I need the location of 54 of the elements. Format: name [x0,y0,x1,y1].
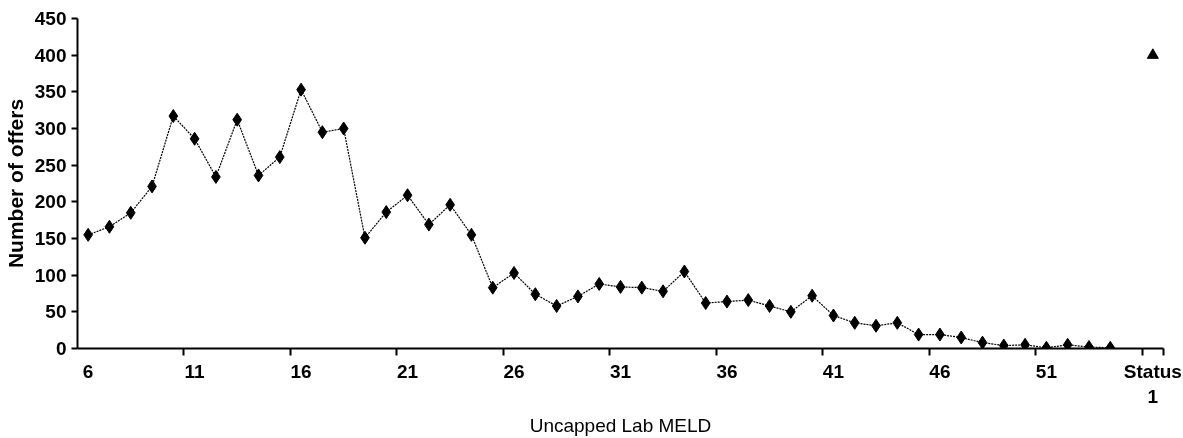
y-tick-label: 0 [55,338,67,359]
y-tick-label: 400 [34,44,67,66]
y-tick-label: 150 [34,228,67,249]
y-tick-label: 350 [34,81,67,103]
point [530,287,541,302]
x-tick-label: 26 [503,360,525,382]
point [956,330,967,345]
y-tick-label: 100 [34,264,67,286]
point [594,276,605,291]
point [189,131,200,146]
x-tick-label: 11 [184,360,206,382]
point [892,315,903,330]
point [1146,48,1159,59]
point [1062,337,1073,349]
point [551,298,562,313]
point [977,335,988,349]
point [381,205,392,220]
point [338,121,349,136]
point [402,188,413,203]
y-tick-label: 200 [34,191,67,213]
point [253,168,264,183]
point [125,205,136,220]
x-axis-title: Uncapped Lab MELD [529,414,712,436]
x-tick-label: 36 [716,360,738,382]
point [487,280,498,295]
point [849,315,860,330]
point [764,298,775,313]
point [232,112,243,127]
y-tick-label: 300 [34,118,67,139]
x-tick-label: 46 [929,360,951,382]
x-tick-label: 51 [1035,360,1058,382]
point [168,109,179,124]
x-tick-label: 21 [396,360,419,382]
y-tick-label: 50 [45,301,67,323]
point [636,280,647,295]
point [700,296,711,311]
point [274,150,285,165]
point [913,327,924,342]
point [466,227,477,242]
x-tick-label: 31 [609,360,632,382]
x-tick-label: 16 [290,360,312,382]
x-tick-label: 41 [822,360,845,382]
point [828,308,839,323]
y-tick-label: 250 [34,154,67,176]
x-tick-label: Status 1 [1123,360,1182,407]
point [317,125,328,140]
y-tick-label: 450 [34,8,67,29]
x-tick-label: 6 [82,360,94,382]
point [679,264,690,279]
point [743,293,754,308]
point [104,219,115,234]
point [1020,337,1030,349]
point [615,279,626,294]
y-axis-title: Number of offers [3,98,27,269]
